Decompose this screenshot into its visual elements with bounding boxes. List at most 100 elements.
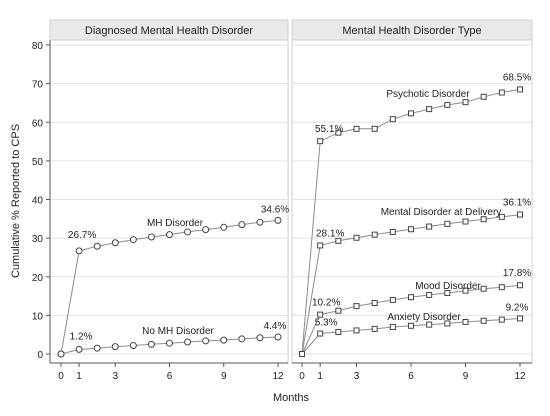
data-label: 68.5% [503,72,531,83]
data-point [498,213,505,220]
data-label: 17.8% [503,268,531,279]
data-point [238,221,246,229]
panel-title-right: Mental Health Disorder Type [342,25,481,37]
series-label: Psychotic Disorder [386,89,470,100]
data-point [202,337,210,345]
data-point [462,318,469,325]
data-point [57,350,65,358]
x-tick-label: 3 [354,371,360,382]
y-tick-label: 20 [32,273,44,284]
data-label: 4.4% [264,321,287,332]
y-tick-label: 70 [32,80,44,91]
x-tick-label: 0 [299,371,305,382]
series-label: No MH Disorder [142,326,214,337]
data-point [353,125,360,132]
panel-title-left: Diagnosed Mental Health Disorder [85,25,253,37]
data-label: 10.2% [312,298,340,309]
data-label: 28.1% [316,228,344,239]
x-tick-label: 1 [317,371,323,382]
data-point [371,300,378,307]
data-point [517,86,523,93]
data-label: 26.7% [68,230,96,241]
data-point [129,342,137,350]
data-point [111,343,119,351]
data-point [274,333,282,341]
x-tick-label: 12 [272,371,284,382]
data-point [444,101,451,108]
data-point [335,237,342,244]
data-point [317,138,324,145]
data-label: 36.1% [503,198,531,209]
data-point [335,307,342,314]
data-point [480,285,487,292]
x-tick-label: 9 [463,371,469,382]
data-point [389,323,396,330]
series-label: Mental Disorder at Delivery [381,207,502,218]
data-point [147,340,155,348]
data-label: 34.6% [261,204,289,215]
data-point [462,218,469,225]
data-point [256,218,264,226]
data-point [408,110,414,117]
series-label: MH Disorder [147,218,204,229]
y-axis-title: Cumulative % Reported to CPS [10,124,22,278]
data-point [353,327,360,334]
data-point [498,89,505,96]
data-point [426,321,433,328]
data-point [371,325,378,332]
y-tick-label: 50 [32,157,44,168]
data-point [166,339,173,347]
data-point [408,322,414,329]
data-point [444,320,451,327]
y-tick-label: 0 [37,350,43,361]
data-point [371,231,378,238]
data-point [317,242,324,249]
data-point [335,129,342,136]
plot-area-right [291,39,533,364]
data-point [317,330,324,337]
data-point [238,335,246,343]
data-point [147,233,155,241]
data-point [426,106,433,113]
data-point [202,226,210,234]
data-point [389,116,396,123]
data-point [220,223,228,231]
data-point [408,294,414,301]
series-label: Anxiety Disorder [387,312,461,323]
data-label: 5.3% [315,318,338,329]
data-point [274,216,282,224]
x-tick-label: 6 [167,371,173,382]
data-point [75,247,83,255]
data-point [408,226,414,233]
x-axis-title: Months [273,392,310,404]
plot-area-left [49,39,289,364]
data-point [166,231,173,239]
x-tick-label: 3 [112,371,118,382]
data-point [462,287,469,294]
data-point [426,223,433,230]
data-point [111,239,119,247]
data-point [129,236,137,244]
x-tick-label: 12 [514,371,526,382]
data-point [335,328,342,335]
y-tick-label: 30 [32,234,44,245]
data-point [93,242,101,250]
y-tick-label: 80 [32,41,44,52]
data-point [498,316,505,323]
data-point [184,228,192,236]
data-point [480,93,487,100]
data-label: 55.1% [315,124,343,135]
data-point [75,345,83,353]
data-point [184,338,192,346]
data-point [371,125,378,132]
data-point [480,317,487,324]
data-point [317,311,324,318]
data-point [256,334,264,342]
y-tick-label: 10 [32,311,44,322]
data-point [389,296,396,303]
x-tick-label: 6 [408,371,414,382]
data-point [299,351,305,357]
data-point [353,234,360,241]
data-point [444,289,451,296]
